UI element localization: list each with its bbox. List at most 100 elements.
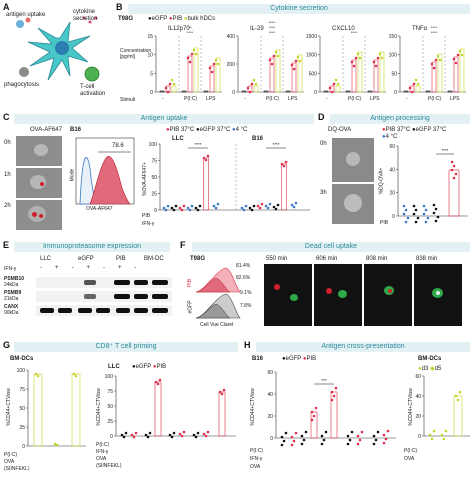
e-ifn-label: IFN-γ xyxy=(4,266,17,272)
e-marker-psmb10: PSMB10 24kDa xyxy=(4,276,25,288)
phagocytosis-label: phagocytosis xyxy=(4,82,40,88)
b-significance: **** xyxy=(187,30,194,35)
b-significance: **** xyxy=(269,25,276,30)
b-bar-egfp xyxy=(345,90,351,93)
h-left-point xyxy=(372,434,376,438)
b-bar-pib xyxy=(453,56,459,93)
f-time-2: 808 min xyxy=(366,256,388,262)
c-group-point xyxy=(284,160,288,164)
d-group-point xyxy=(414,208,418,212)
c-group-point xyxy=(258,206,262,210)
b-pib-point xyxy=(454,61,458,65)
d-row-pib: PIB xyxy=(380,220,389,226)
d-group-point xyxy=(450,168,454,172)
d-plot-tick-label: 0 xyxy=(392,214,395,220)
c-group-point xyxy=(180,208,184,212)
b-pib-point xyxy=(168,82,172,86)
c-hist-value: 78.6 xyxy=(112,143,124,149)
b-bar-egfp xyxy=(447,90,453,93)
b-pib-point xyxy=(186,56,190,60)
d-group-point xyxy=(454,172,458,176)
d-group-point xyxy=(432,203,436,207)
c-group-point xyxy=(170,206,174,210)
e-lane-llc: LLC xyxy=(40,256,52,262)
b-stimulus-label: - xyxy=(162,96,164,102)
b-bulk-point xyxy=(378,52,382,56)
h-left-point xyxy=(280,435,284,439)
g-rrow-siinfekl: (SIINFEKL) xyxy=(96,463,122,469)
c-group-point xyxy=(186,206,190,210)
g-left-tick-label: 100 xyxy=(17,368,26,374)
e-marker-canx: CANX 90kDa xyxy=(4,304,19,316)
b-bar-bulk xyxy=(215,57,221,93)
h-left-tick-label: 20 xyxy=(267,414,273,420)
g-right-point xyxy=(156,382,160,386)
g-right-point xyxy=(122,435,126,439)
b-pib-point xyxy=(270,62,274,66)
b-pib-point xyxy=(352,64,356,68)
g-right-point xyxy=(168,433,172,437)
b-legend: ●eGFP ●PIB ●bulk hDCs xyxy=(148,16,216,22)
h-left-point xyxy=(292,439,296,443)
panel-g-label: G xyxy=(3,340,11,350)
b-pib-point xyxy=(246,86,250,90)
b-subplot-tick-label: 0 xyxy=(232,90,235,96)
h-left-point xyxy=(322,438,326,442)
tcell-activation-label: T-cell activation xyxy=(80,84,106,97)
dendritic-cell-illustration xyxy=(16,16,100,82)
d-group-point xyxy=(422,212,426,216)
c-group-point xyxy=(202,156,206,160)
d-group-point xyxy=(404,220,408,224)
b-subplot-title: CXCL10 xyxy=(332,26,355,32)
c-group-point xyxy=(244,204,248,208)
b-bulk-point xyxy=(416,82,420,86)
b-bar-egfp xyxy=(203,90,209,93)
g-right-point xyxy=(194,435,198,439)
b-subplot-tick-label: 5 xyxy=(150,71,153,77)
h-left-point xyxy=(300,442,304,446)
c-bar xyxy=(281,163,287,211)
d-time-0: 0h xyxy=(320,141,327,147)
f-histograms xyxy=(195,267,241,319)
c-hist-ylabel: Mode xyxy=(69,168,76,182)
c-group-point xyxy=(190,204,194,208)
b-pib-point xyxy=(250,82,254,86)
g-left-neg-point xyxy=(53,442,57,446)
b-bar-bulk xyxy=(415,85,421,93)
b-significance: ** xyxy=(188,25,192,30)
h-left-point xyxy=(382,441,386,445)
b-subplot-tick-label: 150 xyxy=(389,34,398,40)
c-group-point xyxy=(182,204,186,208)
h-left-bar xyxy=(310,411,318,439)
g-left-tick-label: 75 xyxy=(19,387,25,393)
h-significance: *** xyxy=(321,378,327,383)
c-time-2: 2h xyxy=(4,203,11,209)
b-stimuli-label: Stimuli xyxy=(120,97,136,103)
e-lane-bmdc: BM-DC xyxy=(144,256,164,262)
b-pib-point xyxy=(376,56,380,60)
h-left-tick-label: 0 xyxy=(270,436,273,442)
c-group-point xyxy=(178,206,182,210)
b-significance: **** xyxy=(269,30,276,35)
h-left-point xyxy=(360,430,364,434)
b-subplot-tick-label: 0 xyxy=(314,90,317,96)
c-group-point xyxy=(250,208,254,212)
c-group-point xyxy=(214,206,218,210)
e-blot-canx xyxy=(36,305,172,316)
g-right-point xyxy=(158,378,162,382)
g-left-bar xyxy=(33,373,43,447)
h-bmdc-plot: 60 40 20 0 xyxy=(415,374,470,441)
b-bar-pib xyxy=(209,65,215,93)
b-bar-bulk xyxy=(193,47,199,93)
c-group-point xyxy=(172,208,176,212)
c-group-point xyxy=(196,208,200,212)
b-subplot-tick-label: 100 xyxy=(389,53,398,59)
g-right-tick-label: 0 xyxy=(110,434,113,440)
b-pib-point xyxy=(190,52,194,56)
c-plot-tick-label: 100 xyxy=(149,142,158,148)
e-blot-psmb9 xyxy=(36,291,172,302)
h-legend-right: ●d3 ◆d5 xyxy=(418,366,442,372)
c-group-point xyxy=(174,204,178,208)
h-ylabel-right: %CD44+CTVlow xyxy=(407,388,414,426)
b-subplot-title: TNFα xyxy=(412,26,428,32)
